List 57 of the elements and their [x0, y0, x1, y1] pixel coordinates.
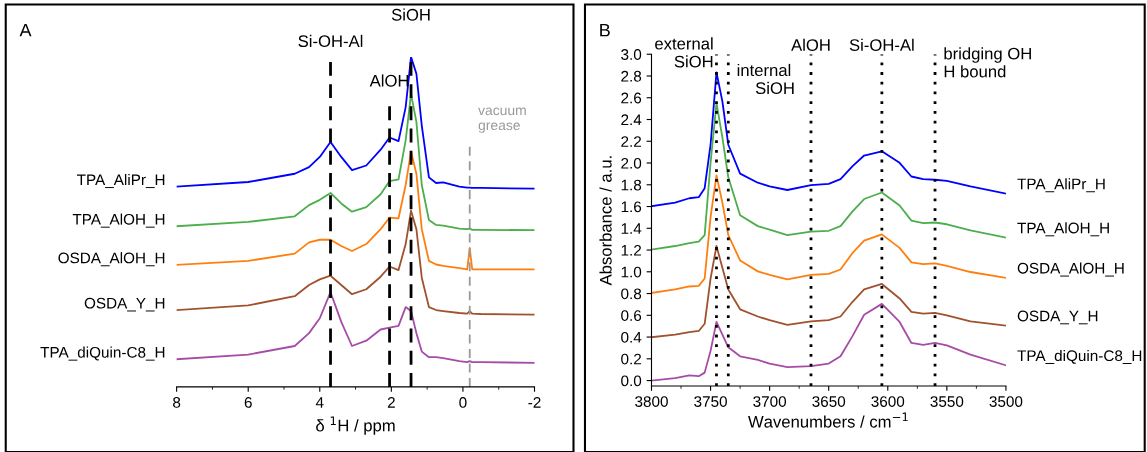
series-label: OSDA_Y_H: [84, 297, 165, 312]
y-tick-label: 1.6: [621, 201, 642, 213]
y-axis-title: Absorbance / a.u.: [599, 156, 612, 286]
series-label: OSDA_AlOH_H: [58, 252, 165, 267]
y-tick-label: 0.8: [621, 288, 642, 300]
line-series: [651, 245, 1006, 339]
x-tick-label: 3650: [812, 396, 846, 407]
line-series: [651, 174, 1006, 294]
x-tick-label: 3800: [635, 396, 668, 407]
y-tick-label: 0.0: [621, 375, 642, 387]
y-tick-label: 1.0: [621, 266, 642, 278]
y-tick-label: 2.0: [621, 157, 642, 169]
ref-line-label: bridging OH H bound: [944, 47, 1031, 78]
y-tick-label: 0.6: [621, 310, 642, 321]
series-label: TPA_diQuin-C8_H: [40, 346, 165, 361]
x-axis-title: Wavenumbers / cm$^{−1}$: [748, 412, 908, 428]
x-tick-label: 3700: [753, 396, 787, 407]
x-tick-label: 6: [244, 397, 252, 408]
ref-line-label: SiOH: [391, 8, 430, 21]
text: B: [600, 23, 610, 37]
ref-line-label: vacuum grease: [478, 107, 526, 133]
x-tick-label: 2: [387, 397, 395, 408]
x-axis-title: δ $^{1}$H / ppm: [316, 416, 395, 435]
line-series: [651, 102, 1006, 251]
ref-line-label: AlOH: [369, 74, 409, 87]
y-tick-label: 2.4: [621, 114, 642, 126]
series-label: TPA_diQuin-C8_H: [1017, 349, 1142, 364]
ref-line-label: internal SiOH: [737, 63, 794, 95]
ref-line-label: Si-OH-Al: [298, 34, 363, 48]
y-tick-label: 0.2: [621, 353, 642, 365]
x-tick-label: 3750: [694, 396, 727, 407]
text: A: [19, 23, 32, 37]
x-tick-label: 3550: [930, 396, 964, 407]
x-tick-label: 8: [173, 397, 181, 408]
series-label: OSDA_Y_H: [1017, 310, 1098, 325]
ref-line-label: external SiOH: [655, 37, 713, 68]
ref-line-label: Si-OH-Al: [849, 38, 914, 51]
series-label: TPA_AliPr_H: [1017, 178, 1105, 193]
y-tick-label: 1.2: [621, 244, 642, 256]
series-label: TPA_AlOH_H: [72, 213, 165, 228]
series-label: TPA_AliPr_H: [77, 173, 165, 189]
series-label: OSDA_AlOH_H: [1017, 262, 1124, 277]
y-tick-label: 2.6: [621, 92, 642, 104]
y-tick-label: 3.0: [621, 49, 642, 60]
ref-line-label: AlOH: [791, 38, 830, 51]
x-tick-label: 4: [315, 397, 324, 408]
x-tick-label: -2: [528, 397, 541, 408]
x-tick-label: 0: [459, 397, 467, 408]
y-tick-label: 1.4: [621, 223, 642, 234]
y-tick-label: 0.4: [621, 331, 642, 343]
series-label: TPA_AlOH_H: [1017, 222, 1109, 237]
x-tick-label: 3600: [871, 396, 905, 407]
line-series: [651, 302, 1006, 382]
y-tick-label: 1.8: [621, 179, 642, 191]
y-tick-label: 2.2: [621, 136, 642, 147]
y-tick-label: 2.8: [621, 70, 642, 82]
x-tick-label: 3500: [989, 396, 1023, 407]
